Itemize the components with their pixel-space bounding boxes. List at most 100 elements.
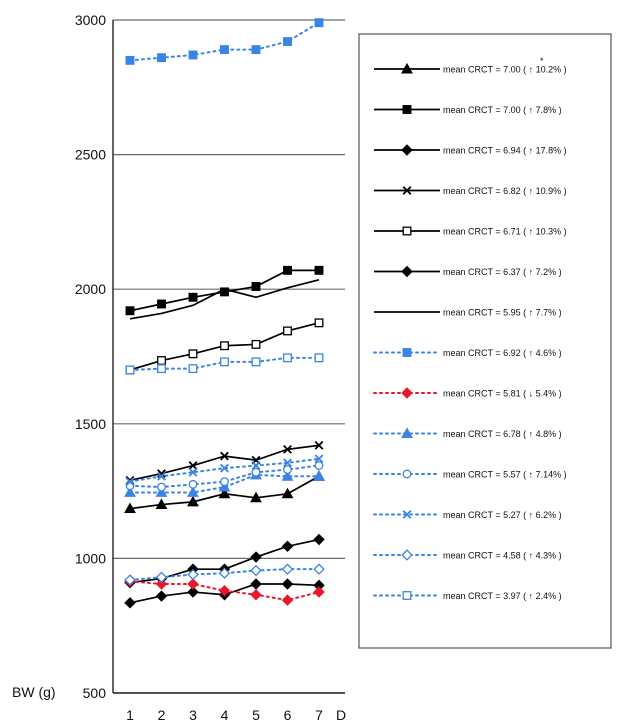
data-point xyxy=(283,444,292,454)
legend-entry: mean CRCT = 6.78 ( ↑ 4.8% ) xyxy=(373,427,562,439)
data-point xyxy=(220,477,229,487)
data-point xyxy=(250,578,262,590)
y-tick-label: 2500 xyxy=(75,147,106,163)
data-point-stroke xyxy=(188,467,198,477)
series-9 xyxy=(124,575,325,606)
data-point xyxy=(314,454,324,464)
data-point xyxy=(220,357,229,367)
data-point xyxy=(402,348,412,357)
data-point xyxy=(125,306,135,316)
series-7 xyxy=(129,278,320,320)
data-point xyxy=(283,37,292,46)
data-point xyxy=(402,226,412,236)
data-point xyxy=(188,479,198,489)
data-point xyxy=(314,461,324,470)
data-point-stroke xyxy=(314,454,324,464)
legend-label: mean CRCT = 7.00 ( ↑ 7.8% ) xyxy=(443,105,562,115)
data-point xyxy=(218,584,231,597)
legend-label: mean CRCT = 5.95 ( ↑ 7.7% ) xyxy=(443,308,562,318)
x-axis-label: D xyxy=(336,707,346,723)
data-point xyxy=(157,299,166,309)
series-8 xyxy=(125,18,324,65)
data-point xyxy=(155,590,168,602)
data-point xyxy=(124,502,136,514)
data-point xyxy=(188,461,198,470)
data-point-stroke xyxy=(125,477,135,487)
y-tick-label: 500 xyxy=(83,685,107,701)
data-point xyxy=(220,451,229,461)
data-point xyxy=(283,353,292,363)
legend-label: mean CRCT = 7.00 ( ↑ 10.2% ) xyxy=(443,65,567,75)
series-14 xyxy=(125,353,324,375)
legend-label: mean CRCT = 5.27 ( ↑ 6.2% ) xyxy=(443,510,562,520)
legend-label: mean CRCT = 6.94 ( ↑ 17.8% ) xyxy=(443,146,567,156)
data-point-stroke xyxy=(283,458,292,468)
data-point xyxy=(188,50,198,60)
legend-entry: mean CRCT = 5.81 ( ↓ 5.4% ) xyxy=(373,387,562,399)
data-point xyxy=(125,477,135,487)
data-point-stroke xyxy=(220,463,229,473)
data-point-stroke xyxy=(157,471,166,481)
series-10 xyxy=(124,468,325,497)
y-tick-label: 1500 xyxy=(75,416,106,432)
data-point xyxy=(220,341,229,351)
x-tick-label: 2 xyxy=(158,707,166,723)
data-point xyxy=(281,563,294,575)
legend-label: mean CRCT = 5.57 ( ↑ 7.14% ) xyxy=(443,470,567,480)
data-point xyxy=(402,469,412,479)
data-point xyxy=(218,487,231,499)
data-point-stroke xyxy=(251,461,261,470)
data-point xyxy=(251,282,261,291)
plot-area xyxy=(124,18,325,609)
legend-entry: mean CRCT = 6.82 ( ↑ 10.9% ) xyxy=(374,186,567,196)
series-3 xyxy=(124,533,325,589)
data-point-stroke xyxy=(402,186,412,195)
data-point xyxy=(157,356,166,365)
data-point xyxy=(314,265,324,275)
data-point xyxy=(283,326,292,336)
data-point xyxy=(402,105,412,114)
data-point xyxy=(157,53,166,63)
x-tick-label: 5 xyxy=(252,707,260,723)
series-line xyxy=(129,278,320,320)
series-2 xyxy=(125,265,324,316)
data-point xyxy=(313,586,325,598)
data-point xyxy=(124,597,136,609)
data-point xyxy=(283,458,292,468)
legend: mean CRCT = 7.00 ( ↑ 10.2% ) mean CRCT = … xyxy=(358,33,612,649)
data-point xyxy=(314,440,324,450)
series-4 xyxy=(125,440,324,485)
data-point xyxy=(218,567,231,579)
data-point xyxy=(125,55,135,65)
data-point xyxy=(187,578,199,590)
data-point xyxy=(250,564,262,577)
data-point-stroke xyxy=(188,461,198,470)
legend-box xyxy=(358,33,612,649)
x-tick-label: 7 xyxy=(315,707,323,723)
data-point xyxy=(281,578,294,590)
data-point xyxy=(281,470,294,481)
legend-label: mean CRCT = 4.58 ( ↑ 4.3% ) xyxy=(443,551,562,561)
data-point xyxy=(188,364,198,374)
legend-entry: mean CRCT = 7.00 ( ↑ 7.8% ) xyxy=(374,105,562,115)
data-point xyxy=(155,578,168,590)
data-point xyxy=(125,365,135,375)
legend-entry: mean CRCT = 6.92 ( ↑ 4.6% ) xyxy=(373,348,562,358)
data-point-stroke xyxy=(314,440,324,450)
data-point xyxy=(188,349,198,359)
y-tick-label: 1000 xyxy=(75,550,106,566)
data-point xyxy=(250,491,262,503)
legend-label: mean CRCT = 5.81 ( ↓ 5.4% ) xyxy=(443,389,562,399)
data-point xyxy=(251,461,261,470)
data-point xyxy=(188,292,198,302)
axes: 3000 2500 2000 1500 1000 500 1 2 3 4 5 6 7 xyxy=(75,12,345,723)
data-point xyxy=(314,318,324,328)
legend-label: mean CRCT = 6.37 ( ↑ 7.2% ) xyxy=(443,267,562,277)
legend-entry: mean CRCT = 4.58 ( ↑ 4.3% ) xyxy=(373,549,562,561)
data-point xyxy=(314,18,324,28)
data-point xyxy=(401,387,413,399)
legend-entry: mean CRCT = 6.94 ( ↑ 17.8% ) xyxy=(374,144,567,156)
y-tick-label: 3000 xyxy=(75,12,106,28)
legend-entry: mean CRCT = 7.00 ( ↑ 10.2% ) xyxy=(374,62,567,75)
